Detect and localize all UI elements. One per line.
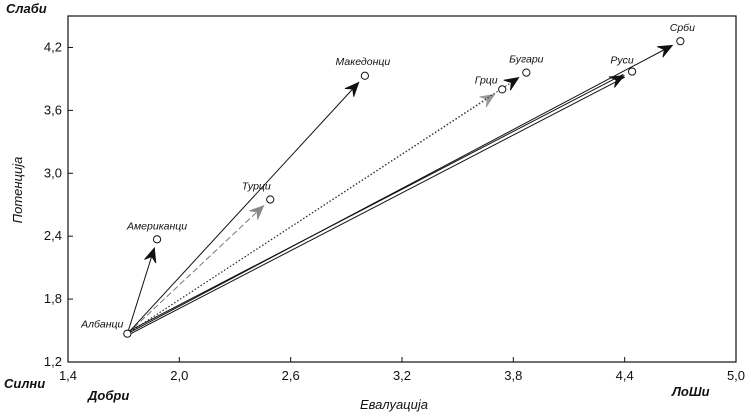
data-point: [360, 71, 369, 80]
y-tick-label: 1,8: [44, 291, 62, 306]
data-point: [266, 195, 275, 204]
y-tick-label: 2,4: [44, 228, 62, 243]
arrow-solid: [127, 44, 674, 335]
data-point: [498, 85, 507, 94]
arrow-line: [127, 44, 673, 335]
point-label: Бугари: [509, 54, 544, 66]
y-axis-label: Потенција: [10, 157, 25, 224]
arrow-dashed: [127, 204, 265, 335]
data-point: [627, 67, 637, 76]
point-label: Срби: [670, 22, 695, 34]
arrow-dotted: [127, 76, 520, 335]
y-tick-label: 3,6: [44, 102, 62, 117]
origin-label: Албанци: [80, 319, 123, 331]
arrow-head: [344, 81, 360, 97]
point-label: Руси: [610, 55, 634, 67]
point-label: Американци: [126, 220, 187, 232]
arrow-double: [126, 73, 626, 336]
arrow-line: [126, 247, 155, 334]
points-group: Американци Турци Македонци Грци Бугари Руси Ср…: [80, 22, 695, 338]
arrow-head: [144, 246, 157, 264]
y-tick-label: 1,2: [44, 354, 62, 369]
corner-label-bottom-left: Силни: [4, 376, 45, 391]
x-axis-label: Евалуација: [360, 397, 428, 412]
arrow-solid: [126, 246, 157, 334]
x-tick-label: 5,0: [727, 368, 745, 383]
point-label: Македонци: [336, 56, 391, 68]
corner-label-top-left: Слаби: [6, 1, 47, 16]
arrow-dotted: [127, 93, 496, 335]
y-tick-label: 3,0: [44, 165, 62, 180]
x-tick-label: 2,6: [282, 368, 300, 383]
tick-group: 1,4 2,0 2,6 3,2 3,8 4,4 5,0 1,2 1,8 2,4 3,0 3,6 4,2: [44, 39, 745, 383]
arrow-head: [503, 76, 520, 91]
arrow-line: [127, 82, 360, 335]
arrow-solid: [127, 81, 360, 335]
corner-label-good: Добри: [87, 388, 129, 403]
arrow-line: [127, 93, 495, 335]
x-tick-label: 2,0: [170, 368, 188, 383]
data-point: [152, 235, 162, 244]
arrow-line: [127, 77, 520, 335]
x-tick-label: 1,4: [59, 368, 77, 383]
data-point: [522, 68, 531, 77]
y-tick-label: 4,2: [44, 39, 62, 54]
arrow-head: [479, 93, 496, 108]
corner-label-bad: ЛоШи: [671, 384, 710, 399]
x-tick-label: 3,2: [393, 368, 411, 383]
arrow-line: [126, 73, 624, 333]
arrow-line: [127, 205, 265, 335]
x-tick-label: 3,8: [504, 368, 522, 383]
x-tick-label: 4,4: [616, 368, 634, 383]
point-label: Грци: [475, 74, 498, 86]
arrow-head: [249, 204, 265, 220]
arrow-head: [657, 44, 674, 58]
data-point: [676, 37, 685, 46]
arrow-group: [126, 44, 674, 336]
arrow-line: [127, 76, 626, 336]
point-label: Турци: [242, 180, 271, 192]
origin-point: [123, 329, 132, 338]
